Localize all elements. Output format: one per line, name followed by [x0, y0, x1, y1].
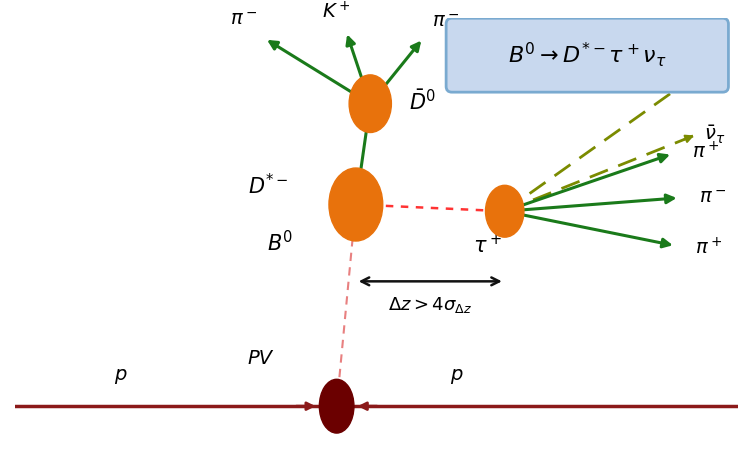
Text: $K^+$: $K^+$ [322, 1, 351, 22]
Text: p: p [114, 365, 127, 384]
Text: $\pi^-$: $\pi^-$ [431, 11, 459, 31]
Text: $\pi^-$: $\pi^-$ [230, 10, 257, 29]
Text: PV: PV [247, 349, 273, 368]
Text: $\pi^+$: $\pi^+$ [695, 237, 722, 258]
Text: $D^{*-}$: $D^{*-}$ [248, 173, 288, 198]
Text: $\Delta z > 4\sigma_{\Delta z}$: $\Delta z > 4\sigma_{\Delta z}$ [388, 295, 472, 315]
Ellipse shape [319, 379, 354, 433]
Text: $\bar{\nu}_{\tau}$: $\bar{\nu}_{\tau}$ [705, 123, 726, 146]
Ellipse shape [349, 75, 392, 133]
Text: $\bar{D}^0$: $\bar{D}^0$ [409, 90, 435, 114]
Text: $\tau^+$: $\tau^+$ [473, 234, 502, 257]
Text: $B^0 \rightarrow D^{*-}\tau^+\nu_{\tau}$: $B^0 \rightarrow D^{*-}\tau^+\nu_{\tau}$ [508, 40, 666, 69]
Text: p: p [450, 365, 463, 384]
Ellipse shape [329, 168, 383, 241]
Ellipse shape [486, 185, 524, 237]
Text: $\pi^+$: $\pi^+$ [692, 141, 719, 162]
Text: $\pi^-$: $\pi^-$ [699, 188, 726, 207]
Text: $\nu_{\tau}$: $\nu_{\tau}$ [705, 61, 726, 79]
FancyBboxPatch shape [446, 18, 728, 92]
Text: $B^0$: $B^0$ [267, 230, 294, 256]
